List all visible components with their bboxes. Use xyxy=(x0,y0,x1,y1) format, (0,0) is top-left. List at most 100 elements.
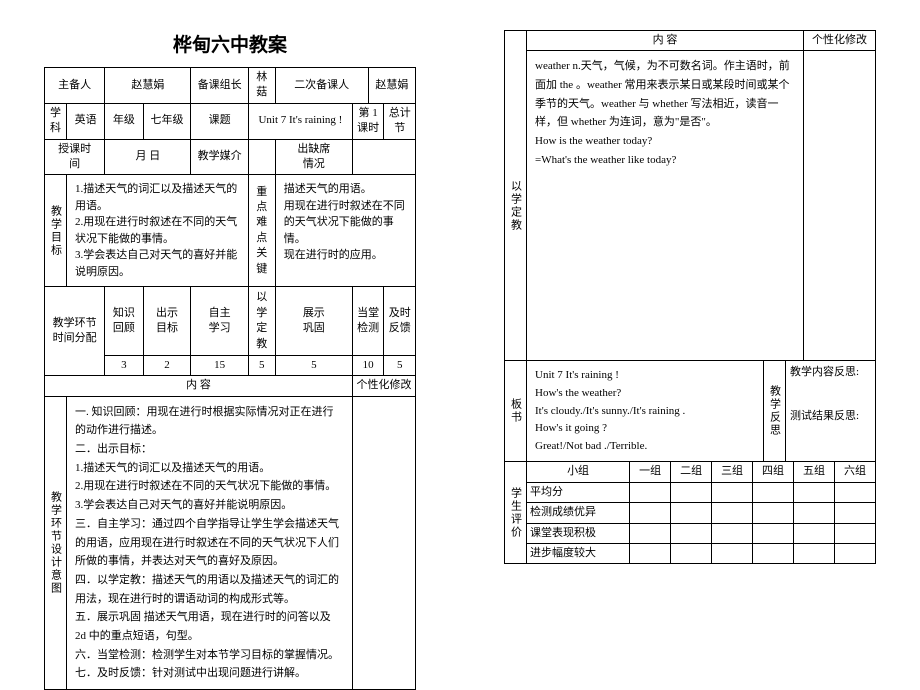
val-leader: 林菇 xyxy=(248,68,275,104)
label-attend: 出缺席 情况 xyxy=(275,139,352,175)
eval-groups-row: 学生评价 小组 一组 二组 三组 四组 五组 六组 xyxy=(505,462,876,482)
goals-row: 教学目标 1.描述天气的词汇以及描述天气的用语。 2.用现在进行时叙述在不同的天… xyxy=(45,175,416,287)
design-mod xyxy=(352,396,415,689)
eval-act-row: 课堂表现积极 xyxy=(505,523,876,543)
p2-content-header-b: 个性化修改 xyxy=(804,31,876,51)
group-0: 一组 xyxy=(630,462,671,482)
exc-0 xyxy=(630,503,671,523)
label-teach: 以学定教 xyxy=(505,51,527,361)
phase-h-0: 知识 回顾 xyxy=(105,287,143,356)
exc-3 xyxy=(753,503,794,523)
exc-2 xyxy=(712,503,753,523)
label-topic: 课题 xyxy=(191,103,248,139)
act-4 xyxy=(794,523,835,543)
avg-label: 平均分 xyxy=(527,482,630,502)
prog-0 xyxy=(630,543,671,563)
group-5: 六组 xyxy=(834,462,875,482)
group-1: 二组 xyxy=(671,462,712,482)
avg-3 xyxy=(753,482,794,502)
val-period: 第 1 课时 xyxy=(352,103,384,139)
act-2 xyxy=(712,523,753,543)
header-row-1: 主备人 赵慧娟 备课组长 林菇 二次备课人 赵慧娟 xyxy=(45,68,416,104)
goals-text: 1.描述天气的词汇以及描述天气的用语。 2.用现在进行时叙述在不同的天气状况下能… xyxy=(67,175,249,287)
lesson-plan-table: 主备人 赵慧娟 备课组长 林菇 二次备课人 赵慧娟 学科 英语 年级 七年级 课… xyxy=(44,67,416,690)
prog-3 xyxy=(753,543,794,563)
group-4: 五组 xyxy=(794,462,835,482)
exc-label: 检测成绩优异 xyxy=(527,503,630,523)
avg-0 xyxy=(630,482,671,502)
p2-corner xyxy=(505,31,527,51)
page-left: 桦甸六中教案 主备人 赵慧娟 备课组长 林菇 二次备课人 赵慧娟 学科 英语 年… xyxy=(0,0,460,652)
p2-content-header-a: 内 容 xyxy=(527,31,804,51)
exc-4 xyxy=(794,503,835,523)
label-date: 授课时 间 xyxy=(45,139,105,175)
act-label: 课堂表现积极 xyxy=(527,523,630,543)
page2-board-table: 板书 Unit 7 It's raining ! How's the weath… xyxy=(504,361,876,462)
label-goals: 教学目标 xyxy=(45,175,67,287)
act-0 xyxy=(630,523,671,543)
label-phases: 教学环节 时间分配 xyxy=(45,287,105,376)
page2-top-table: 内 容 个性化修改 以学定教 weather n.天气，气候，为不可数名词。作主… xyxy=(504,30,876,361)
avg-5 xyxy=(834,482,875,502)
exc-5 xyxy=(834,503,875,523)
prog-5 xyxy=(834,543,875,563)
prog-4 xyxy=(794,543,835,563)
act-5 xyxy=(834,523,875,543)
label-design: 教学环节设计意图 xyxy=(45,396,67,689)
design-text: 一. 知识回顾：用现在进行时根据实际情况对正在进行的动作进行描述。 二．出示目标… xyxy=(67,396,353,689)
group-3: 四组 xyxy=(753,462,794,482)
phase-v-3: 5 xyxy=(248,355,275,375)
teach-text: weather n.天气，气候，为不可数名词。作主语时，前面加 the 。wea… xyxy=(527,51,804,361)
val-subject: 英语 xyxy=(67,103,105,139)
page2-eval-table: 学生评价 小组 一组 二组 三组 四组 五组 六组 平均分 检测成绩优异 课堂表… xyxy=(504,462,876,564)
val-topic: Unit 7 It's raining ! xyxy=(248,103,352,139)
val-date: 月 日 xyxy=(105,139,191,175)
phase-v-5: 10 xyxy=(352,355,384,375)
label-board: 板书 xyxy=(505,361,527,461)
label-author: 主备人 xyxy=(45,68,105,104)
phase-v-0: 3 xyxy=(105,355,143,375)
phase-h-3: 以学 定教 xyxy=(248,287,275,356)
phase-h-5: 当堂 检测 xyxy=(352,287,384,356)
label-leader: 备课组长 xyxy=(191,68,248,104)
reflect-cell: 教学内容反思: 测试结果反思: xyxy=(786,361,876,461)
eval-avg-row: 平均分 xyxy=(505,482,876,502)
phase-h-4: 展示 巩固 xyxy=(275,287,352,356)
phase-v-1: 2 xyxy=(143,355,191,375)
avg-4 xyxy=(794,482,835,502)
key-text: 描述天气的用语。 用现在进行时叙述在不同的天气状况下能做的事情。 现在进行时的应… xyxy=(275,175,415,287)
doc-title: 桦甸六中教案 xyxy=(44,30,416,57)
board-text: Unit 7 It's raining ! How's the weather?… xyxy=(527,361,764,461)
board-row: 板书 Unit 7 It's raining ! How's the weath… xyxy=(505,361,876,461)
label-key: 重点 难点 关键 xyxy=(248,175,275,287)
val-media xyxy=(248,139,275,175)
act-3 xyxy=(753,523,794,543)
val-author: 赵慧娟 xyxy=(105,68,191,104)
page-right: 内 容 个性化修改 以学定教 weather n.天气，气候，为不可数名词。作主… xyxy=(460,0,920,652)
prog-label: 进步幅度较大 xyxy=(527,543,630,563)
p2-header-row: 内 容 个性化修改 xyxy=(505,31,876,51)
phase-h-6: 及时 反馈 xyxy=(384,287,416,356)
act-1 xyxy=(671,523,712,543)
val-attend xyxy=(352,139,415,175)
reflect-2: 测试结果反思: xyxy=(790,409,871,424)
phases-header-row: 教学环节 时间分配 知识 回顾 出示 目标 自主 学习 以学 定教 展示 巩固 … xyxy=(45,287,416,356)
avg-2 xyxy=(712,482,753,502)
design-row: 教学环节设计意图 一. 知识回顾：用现在进行时根据实际情况对正在进行的动作进行描… xyxy=(45,396,416,689)
label-second: 二次备课人 xyxy=(275,68,368,104)
prog-2 xyxy=(712,543,753,563)
header-row-2: 学科 英语 年级 七年级 课题 Unit 7 It's raining ! 第 … xyxy=(45,103,416,139)
header-row-3: 授课时 间 月 日 教学媒介 出缺席 情况 xyxy=(45,139,416,175)
avg-1 xyxy=(671,482,712,502)
eval-exc-row: 检测成绩优异 xyxy=(505,503,876,523)
phase-v-2: 15 xyxy=(191,355,248,375)
label-subject: 学科 xyxy=(45,103,67,139)
phase-v-4: 5 xyxy=(275,355,352,375)
phase-v-6: 5 xyxy=(384,355,416,375)
groups-label: 小组 xyxy=(527,462,630,482)
exc-1 xyxy=(671,503,712,523)
val-total: 总计 节 xyxy=(384,103,416,139)
eval-prog-row: 进步幅度较大 xyxy=(505,543,876,563)
label-reflect: 教学反思 xyxy=(764,361,786,461)
val-grade: 七年级 xyxy=(143,103,191,139)
